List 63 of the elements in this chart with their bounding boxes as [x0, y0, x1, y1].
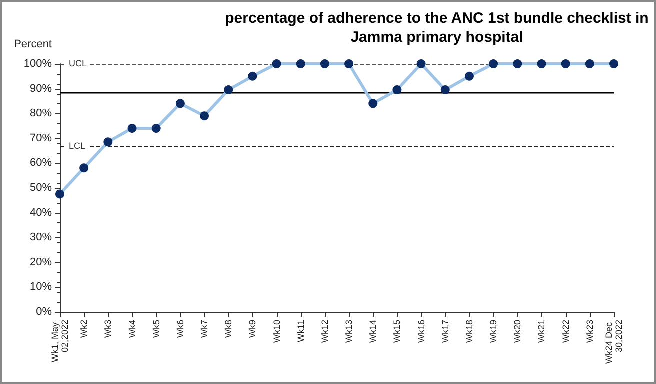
point: [248, 72, 258, 81]
point: [176, 99, 185, 108]
point: [561, 60, 570, 68]
y-axis-title: Percent: [14, 38, 52, 50]
x-tick-label: Wk11: [296, 320, 306, 342]
y-tick-label: 10%: [30, 281, 52, 294]
x-tick-label: Wk20: [512, 320, 523, 344]
point: [128, 124, 137, 133]
y-tick-label: 50%: [30, 182, 52, 194]
point: [368, 99, 378, 108]
point: [344, 60, 354, 68]
x-tick-label: Wk21: [536, 320, 547, 344]
x-tick-label: Wk14: [368, 320, 378, 344]
x-tick-label: Wk7: [200, 320, 210, 338]
chart-title: percentage of adherence to the ANC 1st bundle checklist in Jamma primary hospital: [225, 10, 649, 46]
x-tick-label: Wk8: [224, 320, 234, 338]
y-tick-label: 70%: [30, 132, 52, 144]
x-tick-label: Wk12: [320, 320, 330, 344]
y-tick-label: 30%: [30, 232, 52, 244]
ref-line-label: LCL: [69, 141, 86, 152]
point: [416, 60, 426, 68]
x-tick-label: Wk17: [440, 320, 450, 344]
x-tick-label: Wk4: [127, 320, 138, 338]
x-tick-label: Wk1, May 02,2022: [50, 320, 70, 363]
point: [200, 112, 210, 121]
point: [440, 86, 450, 95]
x-tick-label: Wk23: [584, 320, 595, 344]
point: [610, 60, 618, 68]
point: [513, 60, 522, 68]
point: [320, 60, 330, 68]
y-tick-label: 40%: [30, 206, 52, 219]
ref-line-label: UCL: [69, 58, 88, 68]
point: [272, 60, 282, 68]
point: [464, 72, 474, 81]
x-tick-label: Wk19: [488, 320, 499, 344]
point: [152, 124, 161, 133]
y-tick-label: 0%: [36, 306, 52, 318]
x-tick-label: Wk22: [560, 320, 571, 344]
x-tick-label: Wk13: [344, 320, 354, 344]
x-tick-label: Wk10: [272, 320, 282, 344]
y-tick-label: 20%: [30, 256, 52, 268]
point: [296, 60, 306, 68]
y-tick-label: 100%: [24, 58, 52, 70]
point: [56, 190, 64, 199]
x-tick-label: Wk5: [151, 320, 162, 338]
x-tick-label: Wk6: [175, 320, 186, 338]
point: [585, 60, 594, 68]
y-tick-label: 90%: [30, 82, 52, 95]
point: [489, 60, 498, 68]
y-tick-label: 80%: [30, 108, 52, 120]
point: [392, 86, 402, 95]
x-tick-label: Wk9: [248, 320, 258, 338]
x-tick-label: Wk15: [392, 320, 402, 344]
point: [224, 86, 234, 95]
point: [104, 138, 113, 147]
x-tick-label: Wk16: [416, 320, 426, 344]
x-tick-label: Wk18: [464, 320, 474, 344]
x-tick-label: Wk3: [103, 320, 114, 338]
point: [80, 164, 89, 173]
y-tick-label: 60%: [30, 157, 52, 170]
point: [537, 60, 546, 68]
x-tick-label: Wk24 Dec 30,2022: [604, 320, 624, 364]
x-tick-label: Wk2: [79, 320, 90, 338]
